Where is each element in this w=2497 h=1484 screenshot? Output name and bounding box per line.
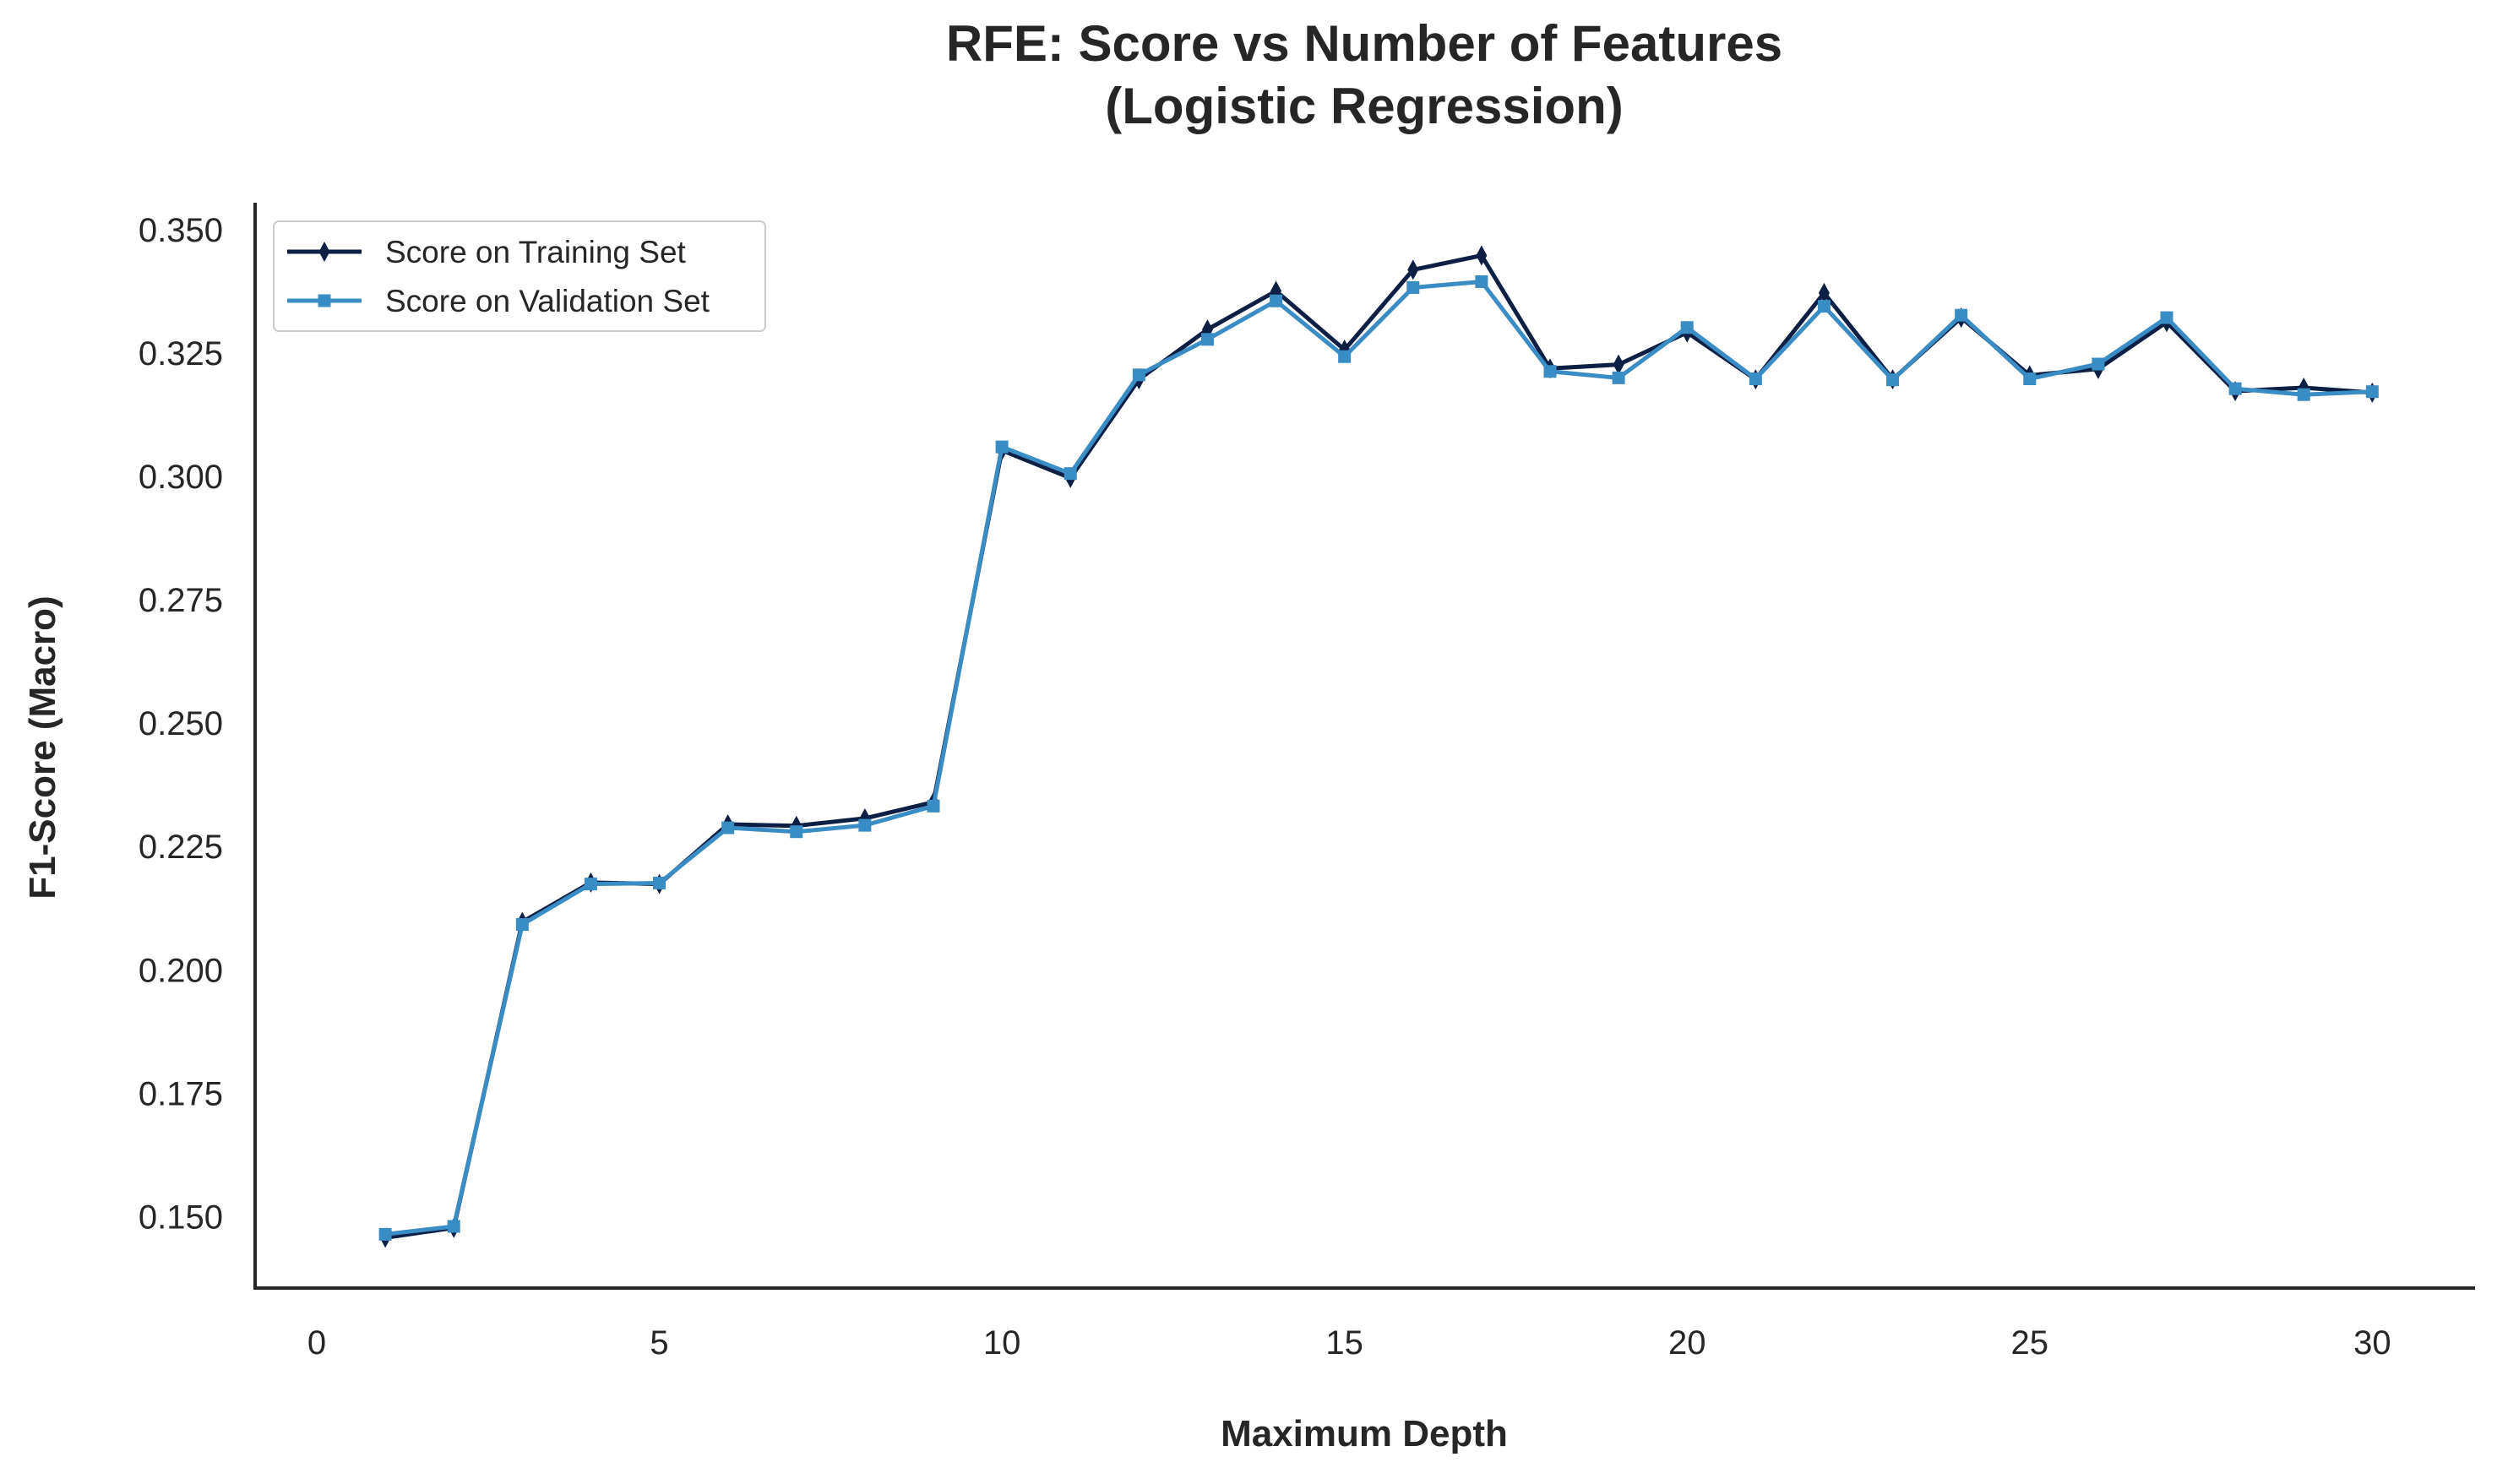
y-tick-label: 0.300 bbox=[139, 459, 223, 496]
y-tick-label: 0.275 bbox=[139, 582, 223, 619]
validation-point bbox=[2297, 388, 2310, 401]
validation-line bbox=[383, 280, 2375, 1237]
y-tick-label: 0.150 bbox=[139, 1199, 223, 1236]
validation-point bbox=[1612, 371, 1625, 384]
chart-title: RFE: Score vs Number of Features bbox=[946, 15, 1782, 72]
x-tick-label: 5 bbox=[650, 1324, 668, 1362]
y-tick-label: 0.175 bbox=[139, 1075, 223, 1112]
validation-point bbox=[1955, 308, 1968, 322]
y-tick-label: 0.350 bbox=[139, 212, 223, 249]
validation-point bbox=[2023, 372, 2037, 386]
validation-point bbox=[2160, 311, 2173, 324]
validation-point bbox=[995, 440, 1009, 454]
series-group bbox=[378, 245, 2379, 1248]
validation-point bbox=[1338, 350, 1352, 363]
validation-point bbox=[447, 1220, 460, 1233]
training-point bbox=[1476, 245, 1488, 266]
validation-point bbox=[1406, 280, 1420, 294]
validation-point bbox=[1817, 300, 1831, 313]
validation-point bbox=[1200, 333, 1214, 346]
x-tick-label: 0 bbox=[307, 1324, 326, 1362]
x-tick-label: 15 bbox=[1325, 1324, 1363, 1362]
x-tick-label: 25 bbox=[2011, 1324, 2049, 1362]
training-point bbox=[318, 242, 330, 262]
chart-subtitle: (Logistic Regression) bbox=[1105, 78, 1623, 134]
validation-point bbox=[1064, 467, 1077, 481]
validation-point bbox=[2228, 382, 2242, 395]
x-axis-label: Maximum Depth bbox=[1221, 1413, 1508, 1454]
y-tick-label: 0.325 bbox=[139, 335, 223, 372]
validation-point bbox=[858, 818, 872, 832]
y-tick-label: 0.200 bbox=[139, 952, 223, 989]
validation-point bbox=[653, 876, 666, 889]
validation-point bbox=[927, 799, 940, 813]
validation-point bbox=[1270, 294, 1283, 307]
validation-point bbox=[1749, 372, 1762, 386]
x-tick-label: 20 bbox=[1668, 1324, 1706, 1362]
tick-labels: 0 5 10 15 20 25 30 0.150 0.175 0.200 0.225 0.250 0.2… bbox=[139, 212, 2391, 1362]
y-tick-label: 0.250 bbox=[139, 705, 223, 742]
validation-point bbox=[1475, 275, 1488, 288]
validation-point bbox=[1132, 368, 1145, 382]
y-tick-label: 0.225 bbox=[139, 829, 223, 866]
validation-point bbox=[1543, 365, 1557, 378]
x-tick-label: 10 bbox=[983, 1324, 1021, 1362]
legend: Score on Training Set Score on Validation… bbox=[273, 220, 766, 332]
legend-box bbox=[273, 220, 766, 332]
validation-point bbox=[790, 825, 803, 839]
training-point bbox=[1407, 259, 1419, 280]
y-axis-label: F1-Score (Macro) bbox=[22, 595, 63, 899]
legend-label: Score on Training Set bbox=[385, 235, 687, 269]
validation-point bbox=[721, 821, 735, 834]
validation-point bbox=[318, 294, 331, 307]
x-tick-label: 30 bbox=[2353, 1324, 2391, 1362]
validation-point bbox=[378, 1227, 392, 1241]
training-point bbox=[1818, 282, 1830, 303]
validation-point bbox=[515, 918, 529, 932]
legend-label: Score on Validation Set bbox=[385, 284, 710, 318]
validation-point bbox=[2092, 357, 2105, 371]
validation-point bbox=[2365, 385, 2379, 399]
training-point bbox=[1613, 354, 1624, 375]
validation-point bbox=[1680, 321, 1694, 334]
validation-point bbox=[1886, 373, 1900, 387]
axes bbox=[253, 203, 2475, 1290]
series-validation bbox=[378, 275, 2379, 1241]
validation-point bbox=[584, 878, 597, 891]
